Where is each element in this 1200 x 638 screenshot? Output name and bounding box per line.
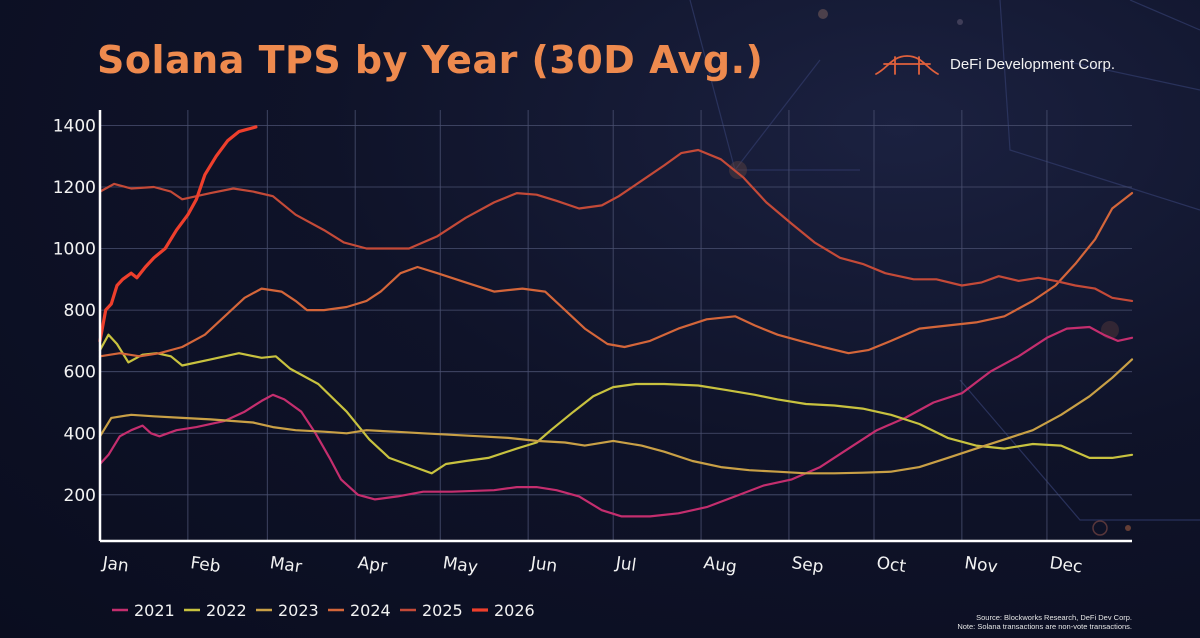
series-line-2025 <box>98 148 1134 302</box>
legend-label-2022: 2022 <box>206 601 247 620</box>
x-tick-label: Dec <box>1048 553 1083 577</box>
y-tick-label: 800 <box>64 301 96 321</box>
x-tick-label: Aug <box>702 553 738 577</box>
legend-label-2021: 2021 <box>134 601 175 620</box>
x-tick-label: Jul <box>613 553 637 576</box>
series-line-2024 <box>98 192 1134 358</box>
x-tick-label: Mar <box>269 553 304 577</box>
series-line-2023 <box>98 358 1134 475</box>
x-tick-label: May <box>442 553 480 578</box>
source-text: Source: Blockworks Research, DeFi Dev Co… <box>976 613 1132 622</box>
y-tick-label: 200 <box>64 486 96 506</box>
y-tick-label: 400 <box>64 424 96 444</box>
bridge-arch-icon <box>875 55 939 75</box>
x-tick-label: Feb <box>189 553 222 577</box>
y-tick-label: 1200 <box>53 178 96 198</box>
y-tick-label: 1400 <box>53 116 96 136</box>
source-note: Source: Blockworks Research, DeFi Dev Co… <box>957 613 1132 631</box>
series-line-2026 <box>98 125 258 343</box>
page-title: Solana TPS by Year (30D Avg.) <box>97 38 764 82</box>
x-tick-label: Apr <box>356 553 388 577</box>
legend-label-2025: 2025 <box>422 601 463 620</box>
y-tick-label: 600 <box>64 363 96 383</box>
note-text: Note: Solana transactions are non-vote t… <box>957 622 1132 631</box>
y-tick-label: 1000 <box>53 240 96 260</box>
legend-label-2023: 2023 <box>278 601 319 620</box>
brand: DeFi Development Corp. <box>874 50 1115 78</box>
x-tick-label: Nov <box>963 553 999 577</box>
x-tick-label: Sep <box>790 553 825 577</box>
series-line-2021 <box>98 325 1134 518</box>
legend-label-2024: 2024 <box>350 601 391 620</box>
x-tick-label: Jan <box>100 553 130 577</box>
brand-name: DeFi Development Corp. <box>950 55 1116 73</box>
series-line-2022 <box>98 333 1134 475</box>
x-tick-label: Oct <box>875 553 907 577</box>
legend-label-2026: 2026 <box>494 601 535 620</box>
x-tick-label: Jun <box>528 553 558 577</box>
